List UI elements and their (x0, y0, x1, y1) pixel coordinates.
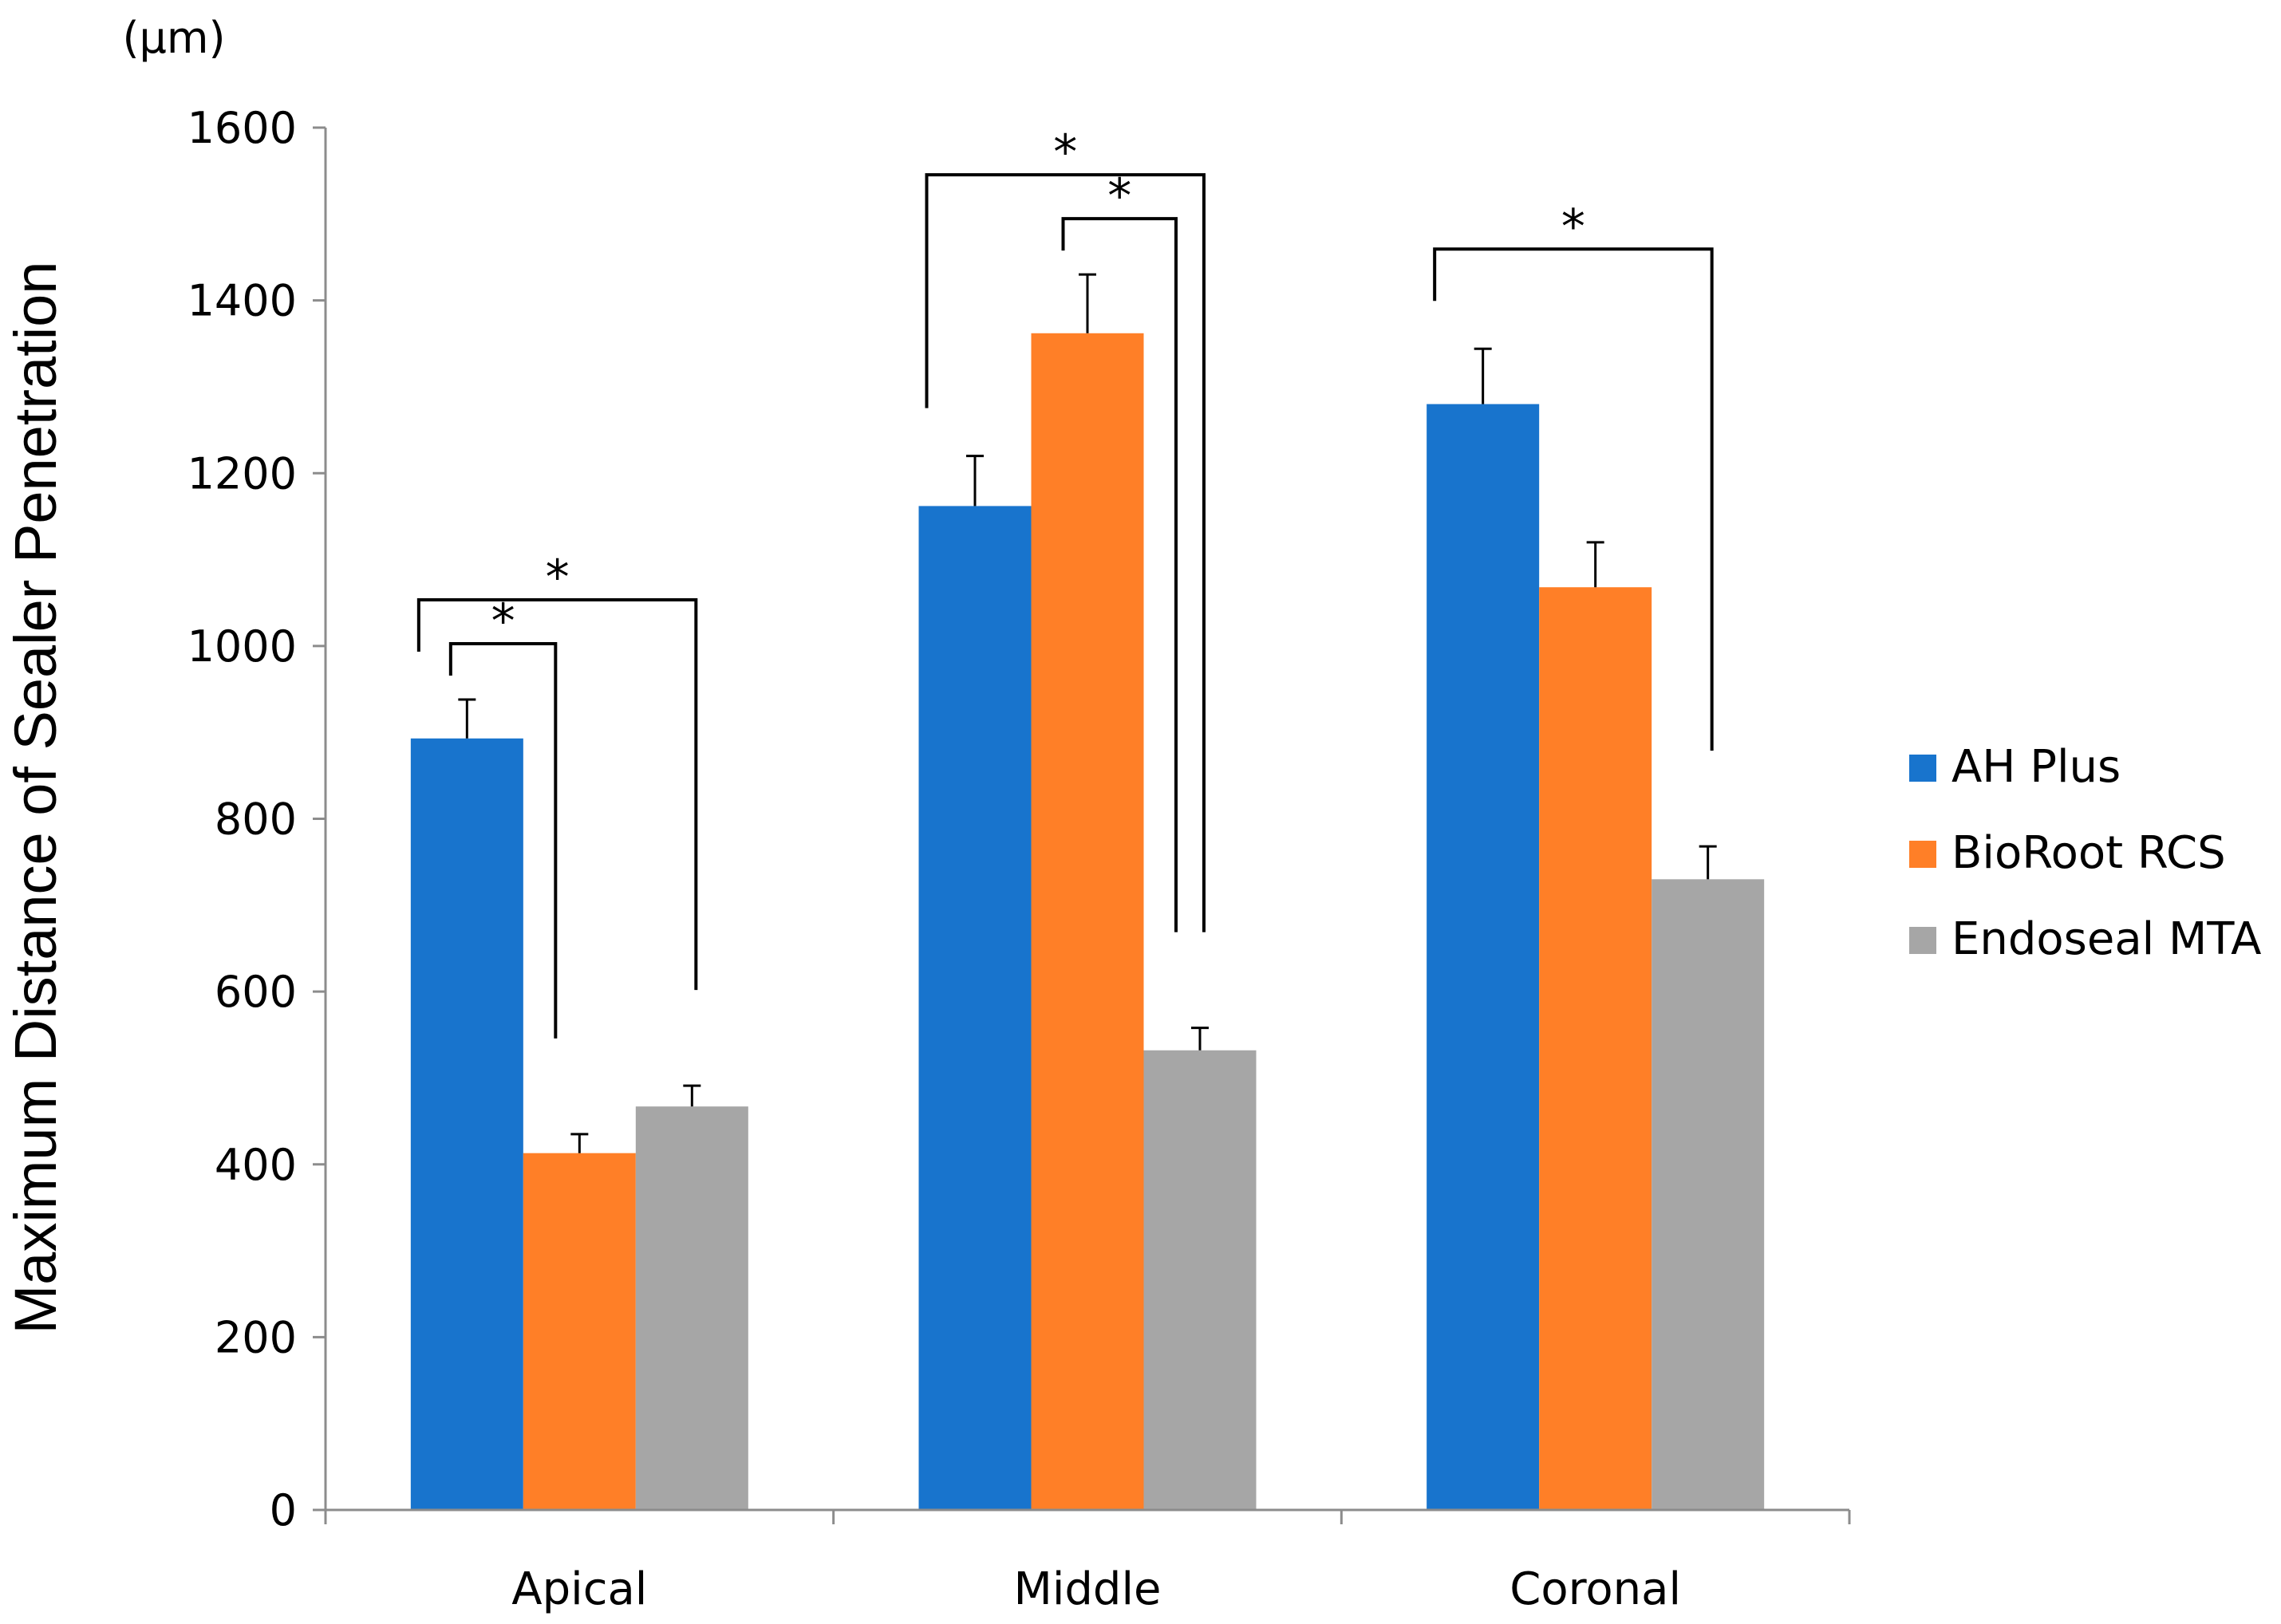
legend-swatch (1909, 755, 1936, 782)
y-tick-label: 800 (215, 794, 297, 845)
x-category-label: Apical (511, 1563, 647, 1615)
significance-bracket (1061, 217, 1178, 932)
significance-star: * (1107, 168, 1131, 224)
x-category-label: Coronal (1509, 1563, 1681, 1615)
bar-endoseal-mta-coronal (1652, 879, 1765, 1510)
significance-bracket (448, 642, 558, 1039)
bar-ah-plus-middle (918, 506, 1032, 1511)
y-axis-title: Maximum Distance of Sealer Penetration (2, 262, 69, 1334)
bar-ah-plus-coronal (1427, 404, 1540, 1511)
y-tick-label: 1200 (187, 448, 297, 499)
significance-bracket (1433, 247, 1714, 751)
y-unit-label: (µm) (122, 13, 225, 63)
bar-bioroot-rcs-middle (1031, 333, 1144, 1511)
legend-swatch (1909, 841, 1936, 868)
bar-endoseal-mta-apical (635, 1106, 748, 1510)
y-tick-label: 0 (270, 1485, 297, 1535)
significance-star: * (491, 593, 515, 649)
significance-star: * (546, 550, 570, 605)
y-tick-label: 400 (215, 1140, 297, 1190)
significance-star: * (1053, 124, 1077, 180)
legend-swatch (1909, 927, 1936, 954)
bar-ah-plus-apical (410, 738, 523, 1510)
y-tick-label: 600 (215, 967, 297, 1017)
significance-bracket (416, 598, 698, 991)
significance-star: * (1561, 199, 1585, 254)
y-tick-label: 200 (215, 1312, 297, 1362)
y-tick-label: 1400 (187, 276, 297, 326)
legend-label: AH Plus (1951, 741, 2121, 793)
bar-bioroot-rcs-coronal (1539, 587, 1652, 1511)
bar-bioroot-rcs-apical (523, 1153, 636, 1510)
legend-label: Endoseal MTA (1951, 913, 2261, 965)
bar-endoseal-mta-middle (1143, 1050, 1257, 1510)
y-tick-label: 1000 (187, 621, 297, 672)
x-category-label: Middle (1014, 1563, 1162, 1615)
legend-label: BioRoot RCS (1951, 827, 2226, 879)
y-tick-label: 1600 (187, 103, 297, 153)
significance-bracket (925, 173, 1206, 932)
